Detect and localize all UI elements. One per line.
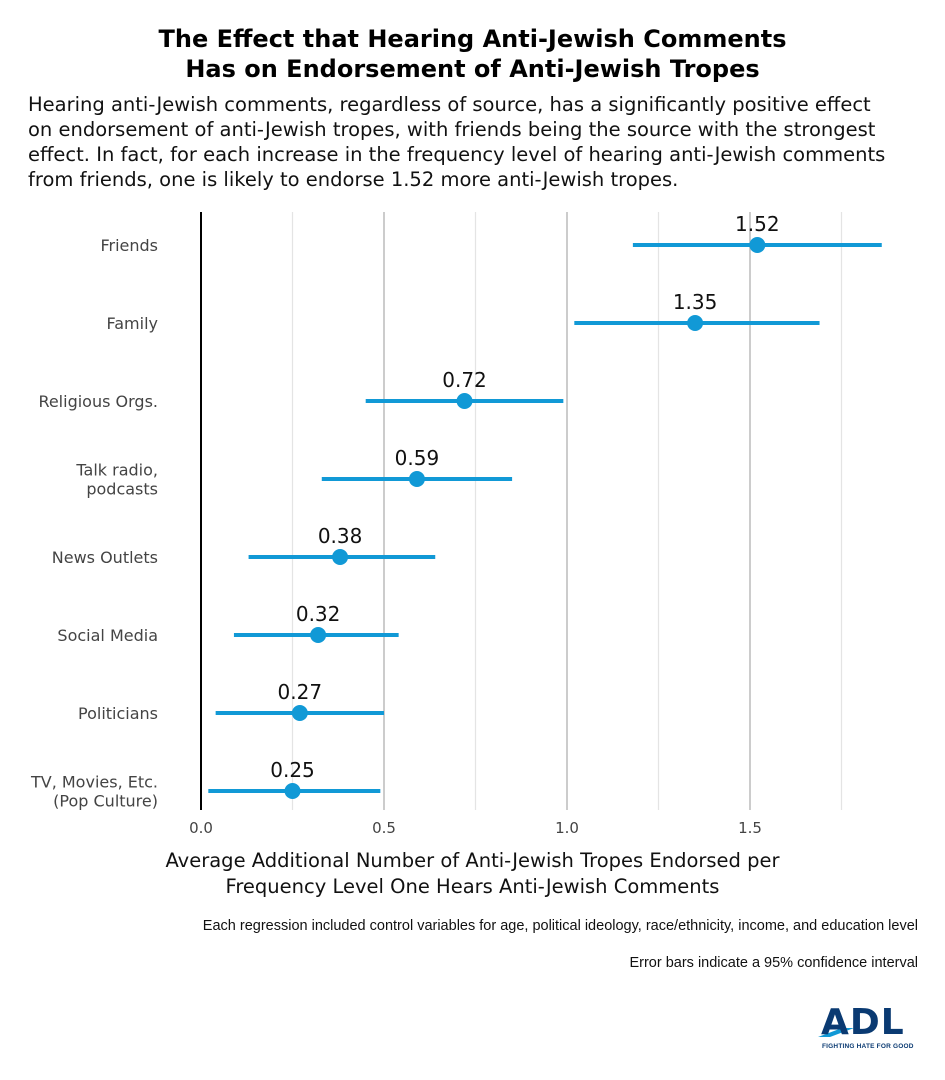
estimate-point xyxy=(310,627,327,643)
dot-whisker-chart: 0.0 0.5 1.0 1.5 Friends 1.52 Family 1.35 Religio… xyxy=(30,212,882,837)
x-axis-title-line-1: Average Additional Number of Anti-Jewish… xyxy=(165,849,780,872)
chart-title: The Effect that Hearing Anti-Jewish Comm… xyxy=(0,24,945,84)
subtitle-line-4: from friends, one is likely to endorse 1… xyxy=(28,168,679,191)
value-label: 0.27 xyxy=(278,680,323,704)
title-line-1: The Effect that Hearing Anti-Jewish Comm… xyxy=(158,25,787,53)
category-label: Politicians xyxy=(78,704,158,723)
estimate-point xyxy=(291,705,308,721)
category-label: (Pop Culture) xyxy=(53,792,158,811)
chart-subtitle: Hearing anti-Jewish comments, regardless… xyxy=(28,92,928,192)
category-label: Religious Orgs. xyxy=(38,392,158,411)
x-axis-title: Average Additional Number of Anti-Jewish… xyxy=(140,848,805,900)
x-tick-label: 1.5 xyxy=(738,819,762,837)
estimate-point xyxy=(456,393,473,409)
logo-tagline: FIGHTING HATE FOR GOOD xyxy=(822,1043,914,1050)
subtitle-line-3: effect. In fact, for each increase in th… xyxy=(28,143,886,166)
category-label: Family xyxy=(107,314,158,333)
value-label: 1.52 xyxy=(735,212,780,236)
x-tick-label: 0.0 xyxy=(189,819,213,837)
category-label: Social Media xyxy=(57,626,158,645)
error-bars-note: Error bars indicate a 95% confidence int… xyxy=(629,955,918,971)
logo-swoosh-icon xyxy=(818,1028,854,1037)
title-line-2: Has on Endorsement of Anti-Jewish Tropes xyxy=(185,55,760,83)
subtitle-line-1: Hearing anti-Jewish comments, regardless… xyxy=(28,93,871,116)
value-label: 0.72 xyxy=(442,368,487,392)
value-label: 1.35 xyxy=(673,290,718,314)
estimate-point xyxy=(332,549,349,565)
value-label: 0.25 xyxy=(270,758,315,782)
x-tick-label: 1.0 xyxy=(555,819,579,837)
estimate-point xyxy=(749,237,766,253)
x-axis-title-line-2: Frequency Level One Hears Anti-Jewish Co… xyxy=(225,875,720,898)
value-label: 0.59 xyxy=(395,446,440,470)
adl-logo: ADL FIGHTING HATE FOR GOOD xyxy=(818,1003,918,1059)
value-label: 0.32 xyxy=(296,602,341,626)
estimate-point xyxy=(687,315,704,331)
category-label: TV, Movies, Etc. xyxy=(30,773,158,792)
logo-text: ADL xyxy=(821,1002,905,1043)
x-tick-label: 0.5 xyxy=(372,819,396,837)
category-label: podcasts xyxy=(86,480,158,499)
category-label: Friends xyxy=(100,236,158,255)
estimate-point xyxy=(284,783,301,799)
category-label: Talk radio, xyxy=(75,461,158,480)
subtitle-line-2: on endorsement of anti-Jewish tropes, wi… xyxy=(28,118,876,141)
value-label: 0.38 xyxy=(318,524,363,548)
estimate-point xyxy=(408,471,425,487)
controls-note: Each regression included control variabl… xyxy=(202,918,918,934)
category-label: News Outlets xyxy=(52,548,158,567)
